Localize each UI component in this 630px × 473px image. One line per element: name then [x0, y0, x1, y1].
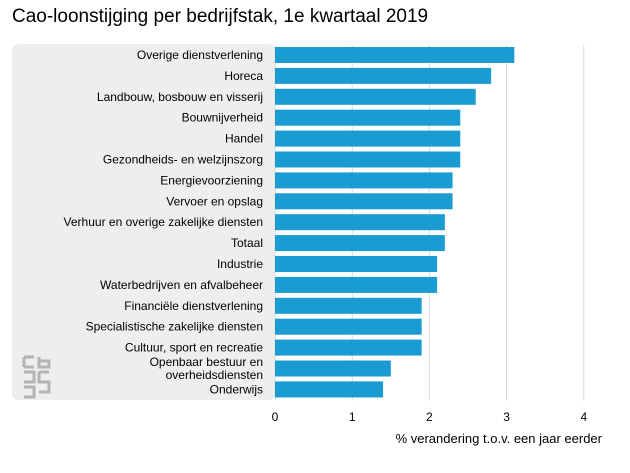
x-tick-labels: 0 1 2 3 4 [272, 410, 588, 424]
category-label: Bouwnijverheid [182, 111, 263, 125]
bar [275, 109, 461, 126]
category-label: Handel [225, 132, 263, 146]
category-label: Horeca [224, 69, 263, 83]
bars [275, 47, 515, 398]
bar [275, 88, 476, 105]
category-label: Totaal [231, 236, 263, 250]
category-label: Energievoorziening [160, 173, 263, 187]
category-label: Gezondheids- en welzijnszorg [103, 153, 263, 167]
category-label: Vervoer en opslag [166, 194, 263, 208]
bar [275, 172, 453, 189]
bar [275, 47, 515, 63]
bar [275, 360, 391, 377]
category-label: Verhuur en overige zakelijke diensten [64, 215, 263, 229]
bar [275, 130, 461, 147]
x-tick-label: 4 [580, 410, 587, 424]
category-labels: Overige dienstverlening Horeca Landbouw, b… [64, 48, 264, 396]
bar [275, 339, 422, 356]
bar [275, 276, 438, 293]
category-label: Industrie [217, 257, 263, 271]
label-panel [12, 44, 275, 400]
x-tick-label: 1 [349, 410, 356, 424]
bar [275, 318, 422, 335]
bar [275, 235, 445, 252]
chart-title: Cao-loonstijging per bedrijfstak, 1e kwa… [12, 6, 429, 27]
bar [275, 67, 492, 84]
category-label: Landbouw, bosbouw en visserij [97, 90, 263, 104]
category-label: Waterbedrijven en afvalbeheer [100, 278, 263, 292]
bar [275, 151, 461, 168]
x-tick-label: 2 [426, 410, 433, 424]
bar [275, 297, 422, 314]
bar [275, 193, 453, 210]
cbs-logo-icon [22, 355, 51, 399]
bar [275, 214, 445, 231]
category-label: Onderwijs [210, 382, 263, 396]
category-label: Overige dienstverlening [137, 48, 263, 62]
category-label: Openbaar bestuur en overheidsdiensten [150, 355, 263, 382]
category-label: Specialistische zakelijke diensten [86, 320, 263, 334]
x-tick-label: 0 [272, 410, 279, 424]
x-axis-label: % verandering t.o.v. een jaar eerder [396, 431, 603, 446]
x-tick-label: 3 [503, 410, 510, 424]
category-label: Cultuur, sport en recreatie [125, 341, 263, 355]
bar [275, 256, 438, 272]
category-label: Financiële dienstverlening [124, 299, 263, 313]
bar [275, 381, 384, 398]
